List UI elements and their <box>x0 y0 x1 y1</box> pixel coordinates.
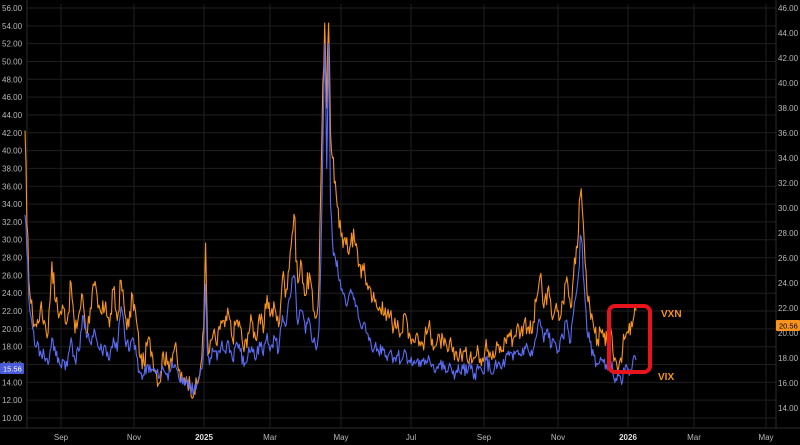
right-tick-label: 28.00 <box>778 229 799 238</box>
x-tick-label: May <box>758 433 773 442</box>
left-tick-label: 40.00 <box>2 147 23 156</box>
left-tick-label: 20.00 <box>2 325 23 334</box>
x-tick-label: Mar <box>263 433 277 442</box>
x-tick-label: Sep <box>54 433 69 442</box>
left-tick-label: 10.00 <box>2 414 23 423</box>
x-tick-label: 2025 <box>195 433 213 442</box>
left-tick-label: 12.00 <box>2 396 23 405</box>
x-tick-label: Nov <box>551 433 565 442</box>
right-tick-label: 26.00 <box>778 254 799 263</box>
series-layer <box>24 22 637 399</box>
left-tick-label: 34.00 <box>2 200 23 209</box>
series-line-vxn <box>24 22 637 399</box>
left-tick-label: 48.00 <box>2 75 23 84</box>
left-tick-label: 56.00 <box>2 4 23 13</box>
left-tick-label: 32.00 <box>2 218 23 227</box>
series-label-vix: VIX <box>658 372 674 383</box>
series-line-vix <box>24 43 637 396</box>
highlight-box <box>607 304 652 374</box>
x-tick-label: 2026 <box>619 433 637 442</box>
right-tick-label: 42.00 <box>778 54 799 63</box>
x-tick-label: Mar <box>687 433 701 442</box>
left-tick-label: 30.00 <box>2 236 23 245</box>
left-tick-label: 14.00 <box>2 378 23 387</box>
right-tick-label: 18.00 <box>778 354 799 363</box>
right-tick-label: 32.00 <box>778 179 799 188</box>
x-axis: Sep Nov 2025 Mar May Jul Sep Nov 2026 Mar May <box>54 433 774 442</box>
left-tick-label: 36.00 <box>2 182 23 191</box>
left-tick-label: 46.00 <box>2 93 23 102</box>
series-label-vxn: VXN <box>661 309 682 320</box>
left-tick-label: 28.00 <box>2 254 23 263</box>
right-tick-label: 34.00 <box>778 154 799 163</box>
right-tick-label: 14.00 <box>778 404 799 413</box>
right-tick-label: 24.00 <box>778 279 799 288</box>
left-tick-label: 44.00 <box>2 111 23 120</box>
left-y-axis: 10.0012.0014.0016.0018.0020.0022.0024.00… <box>2 4 23 423</box>
right-tick-label: 40.00 <box>778 79 799 88</box>
x-tick-label: Jul <box>406 433 416 442</box>
right-tick-label: 46.00 <box>778 4 799 13</box>
right-tick-label: 44.00 <box>778 29 799 38</box>
left-value-badge: 15.56 <box>0 363 24 374</box>
right-y-axis: 14.00 16.00 18.00 20.00 22.00 24.00 26.00 28.00… <box>778 4 799 413</box>
left-tick-label: 54.00 <box>2 22 23 31</box>
left-tick-label: 18.00 <box>2 343 23 352</box>
right-tick-label: 20.00 <box>778 329 799 338</box>
left-tick-label: 42.00 <box>2 129 23 138</box>
left-tick-label: 38.00 <box>2 164 23 173</box>
left-tick-label: 24.00 <box>2 289 23 298</box>
left-tick-label: 50.00 <box>2 57 23 66</box>
left-tick-label: 22.00 <box>2 307 23 316</box>
x-tick-label: Sep <box>477 433 492 442</box>
x-tick-label: Nov <box>127 433 141 442</box>
right-tick-label: 16.00 <box>778 379 799 388</box>
right-tick-label: 30.00 <box>778 204 799 213</box>
svg-text:15.56: 15.56 <box>3 365 22 374</box>
svg-text:20.56: 20.56 <box>779 322 798 331</box>
right-tick-label: 36.00 <box>778 129 799 138</box>
x-tick-label: May <box>333 433 348 442</box>
right-tick-label: 38.00 <box>778 104 799 113</box>
left-tick-label: 52.00 <box>2 40 23 49</box>
left-tick-label: 26.00 <box>2 271 23 280</box>
right-tick-label: 22.00 <box>778 304 799 313</box>
right-value-badge: 20.56 <box>776 320 800 331</box>
